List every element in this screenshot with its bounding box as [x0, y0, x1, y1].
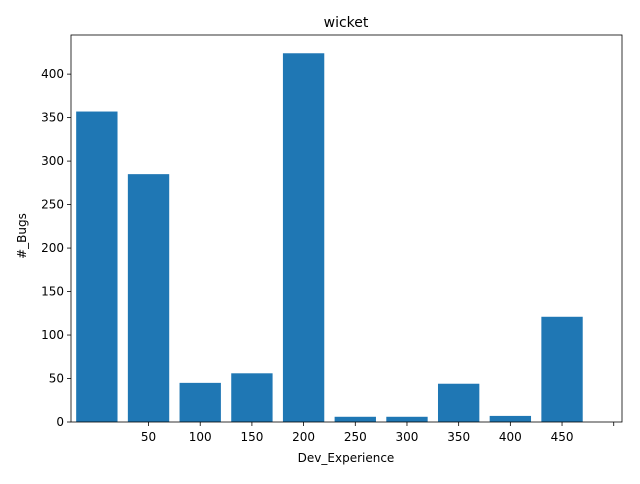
y-tick-label: 250 — [41, 198, 64, 212]
x-tick-label: 350 — [447, 430, 470, 444]
bar-7 — [437, 383, 480, 422]
y-tick-label: 300 — [41, 154, 64, 168]
bars-layer — [76, 53, 583, 423]
x-axis-label: Dev_Experience — [298, 451, 395, 465]
x-tick-label: 200 — [292, 430, 315, 444]
bar-0 — [76, 111, 118, 422]
bar-4 — [282, 53, 325, 423]
bar-8 — [489, 415, 532, 422]
bar-5 — [334, 416, 376, 422]
x-tick-label: 450 — [551, 430, 574, 444]
plot-frame — [70, 34, 623, 423]
x-tick-label: 50 — [141, 430, 156, 444]
bar-9 — [541, 316, 583, 422]
bar-6 — [386, 416, 428, 422]
bar-1 — [127, 174, 170, 422]
y-ticks-layer: 0 50 100 150 200 250 300 350 400 — [41, 67, 71, 429]
x-tick-label: 100 — [189, 430, 212, 444]
y-tick-label: 0 — [56, 415, 64, 429]
x-tick-label: 400 — [499, 430, 522, 444]
y-axis-label: #_Bugs — [15, 213, 29, 259]
y-tick-label: 50 — [49, 372, 64, 386]
x-ticks-layer: 50 100 150 200 250 300 350 400 450 — [141, 422, 615, 444]
x-tick-label: 150 — [240, 430, 263, 444]
bar-2 — [179, 382, 221, 422]
y-tick-label: 150 — [41, 285, 64, 299]
bar-3 — [231, 373, 273, 422]
y-tick-label: 350 — [41, 111, 64, 125]
y-tick-label: 400 — [41, 67, 64, 81]
y-tick-label: 100 — [41, 328, 64, 342]
y-tick-label: 200 — [41, 241, 64, 255]
x-tick-label: 250 — [344, 430, 367, 444]
chart-title: wicket — [324, 15, 369, 31]
x-tick-label: 300 — [396, 430, 419, 444]
